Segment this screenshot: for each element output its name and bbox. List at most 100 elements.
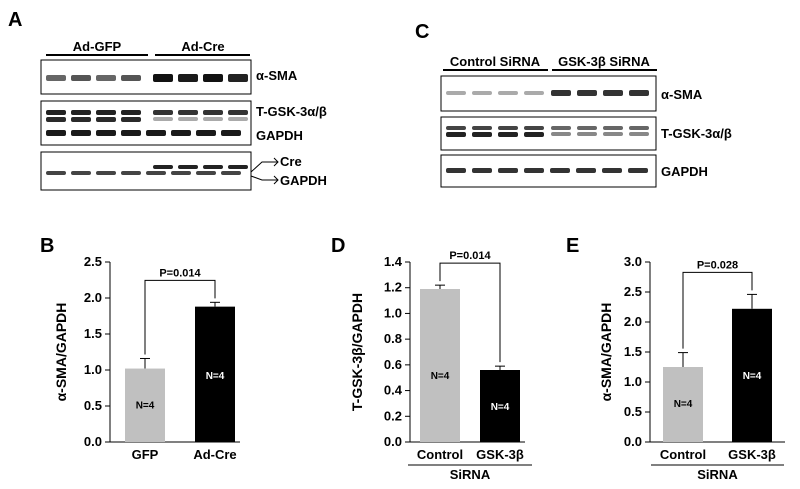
y-tick-label: 0.2 [384, 408, 402, 423]
panel-c-label-asma: α-SMA [661, 87, 703, 102]
blot-band [628, 168, 648, 173]
n-label: N=4 [431, 371, 450, 382]
chart-e: 0.0 0.5 1.0 1.5 2.0 2.5 3.0 α-SMA/GAPDH N=4 Contr… [598, 254, 785, 482]
y-axis-title: T-GSK-3β/GAPDH [349, 293, 365, 411]
blot-band [121, 117, 141, 122]
panel-c-blot: C Control SiRNA GSK-3β SiRNA α-SMA T-GSK… [415, 21, 732, 188]
blot-band [178, 165, 198, 169]
blot-band [576, 168, 596, 173]
blot-band [551, 126, 571, 130]
blot-band [121, 110, 141, 115]
blot-band [446, 132, 466, 137]
blot-band [96, 110, 116, 115]
blot-band [46, 171, 66, 175]
y-tick-label: 0.5 [624, 404, 642, 419]
blot-band [550, 168, 570, 173]
panel-a-label-tgsk: T-GSK-3α/β [256, 104, 327, 119]
panel-c-letter: C [415, 21, 429, 43]
panel-a-label-cre: Cre [280, 154, 302, 169]
blot-band [551, 132, 571, 136]
blot-band [203, 74, 223, 82]
panel-a-label-asma: α-SMA [256, 68, 298, 83]
blot-band [472, 168, 492, 173]
blot-band [46, 117, 66, 122]
panel-a-blot: A Ad-GFP Ad-Cre α-SMA T-GSK-3α/β GAPDH C… [8, 9, 327, 191]
blot-band [153, 117, 173, 121]
blot-band [121, 75, 141, 81]
blot-band [228, 110, 248, 115]
blot-band [171, 171, 191, 175]
category-label: Control [417, 447, 463, 462]
blot-band [498, 168, 518, 173]
y-tick-label: 0.8 [384, 331, 402, 346]
blot-band [71, 117, 91, 122]
blot-band [96, 117, 116, 122]
x-group-label: SiRNA [697, 467, 738, 482]
blot-band [203, 110, 223, 115]
blot-band [603, 126, 623, 130]
blot-band [146, 130, 166, 136]
blot-band [524, 91, 544, 95]
y-tick-label: 1.0 [624, 374, 642, 389]
blot-band [472, 126, 492, 130]
blot-band [524, 126, 544, 130]
blot-band [629, 132, 649, 136]
chart-d: 0.0 0.2 0.4 0.6 0.8 1.0 1.2 1.4 T-GSK-3β/GAPDH N=… [349, 250, 532, 482]
blot-band [577, 132, 597, 136]
blot-band [196, 130, 216, 136]
blot-band [446, 168, 466, 173]
blot-band [178, 117, 198, 121]
y-tick-label: 3.0 [624, 254, 642, 269]
bar [732, 308, 772, 442]
panel-e-letter: E [566, 235, 579, 257]
bar [125, 368, 165, 442]
panel-a-group-label-2: Ad-Cre [181, 39, 224, 54]
blot-band [221, 130, 241, 136]
blot-band [602, 168, 622, 173]
blot-band [46, 110, 66, 115]
blot-band [96, 171, 116, 175]
blot-band [228, 74, 248, 82]
p-value-label: P=0.014 [159, 267, 201, 279]
significance-bracket [439, 262, 501, 363]
y-tick-label: 2.5 [624, 284, 642, 299]
blot-band [178, 74, 198, 82]
blot-band [446, 126, 466, 130]
bar [420, 289, 460, 442]
blot-band [203, 165, 223, 169]
significance-bracket [144, 279, 216, 355]
blot-band [96, 130, 116, 136]
blot-band [577, 126, 597, 130]
blot-band [178, 110, 198, 115]
blot-band [171, 130, 191, 136]
bar [195, 306, 235, 442]
blot-band [71, 130, 91, 136]
blot-band [603, 132, 623, 136]
panel-a-box-3 [40, 151, 252, 191]
category-label: GSK-3β [476, 447, 524, 462]
blot-band [71, 75, 91, 81]
y-axis-title: α-SMA/GAPDH [53, 303, 69, 402]
category-label: GFP [132, 447, 159, 462]
panel-a-box-2 [40, 100, 252, 146]
blot-band [153, 165, 173, 169]
blot-band [121, 171, 141, 175]
significance-bracket [682, 271, 753, 349]
panel-a-gapdh-arrowhead [273, 175, 279, 185]
n-label: N=4 [743, 371, 762, 382]
n-label: N=4 [491, 402, 510, 413]
blot-band [96, 75, 116, 81]
bar [663, 367, 703, 442]
blot-band [153, 110, 173, 115]
bar [480, 370, 520, 442]
x-group-label: SiRNA [450, 467, 491, 482]
y-tick-label: 0.4 [384, 383, 403, 398]
y-tick-label: 1.0 [384, 305, 402, 320]
p-value-label: P=0.014 [449, 250, 491, 262]
n-label: N=4 [674, 399, 693, 410]
panel-d-letter: D [331, 235, 345, 257]
blot-band [472, 132, 492, 137]
panel-a-letter: A [8, 9, 22, 31]
blot-band [146, 171, 166, 175]
